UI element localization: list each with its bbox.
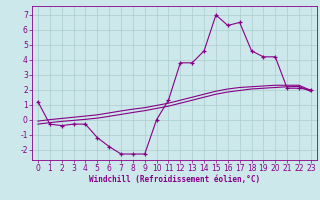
X-axis label: Windchill (Refroidissement éolien,°C): Windchill (Refroidissement éolien,°C): [89, 175, 260, 184]
